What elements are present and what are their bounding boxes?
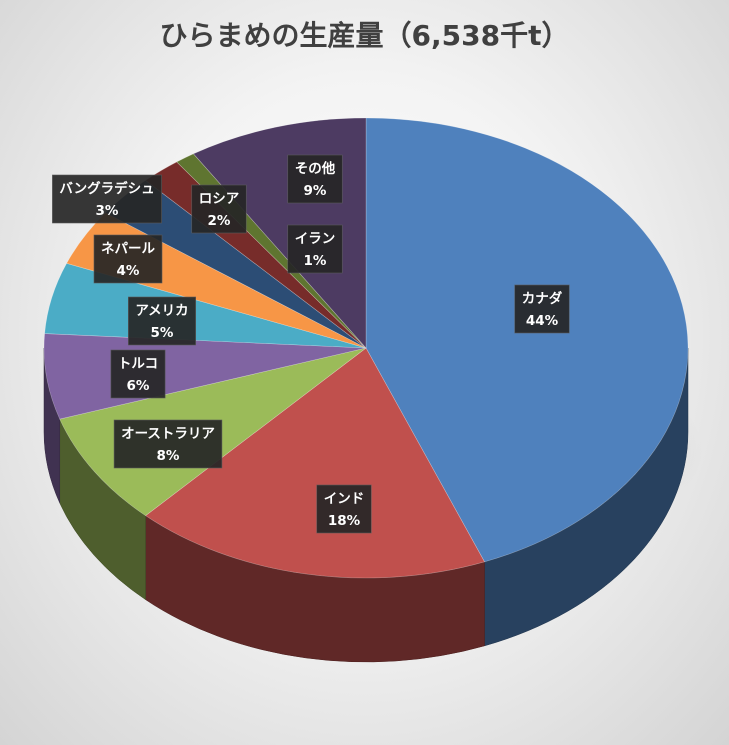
- slice-label: ロシア: [199, 191, 240, 207]
- data-label-7: バングラデシュ 3%: [52, 174, 162, 224]
- slice-value: 5%: [151, 325, 174, 341]
- data-label-4: トルコ 6%: [110, 349, 166, 399]
- slice-label: インド: [324, 491, 365, 507]
- slice-value: 6%: [127, 378, 150, 394]
- data-label-9: イラン 1%: [287, 224, 343, 274]
- slice-5: [44, 262, 367, 349]
- slice-value: 4%: [117, 263, 140, 279]
- slice-value: 9%: [304, 183, 327, 199]
- data-label-8: ロシア 2%: [191, 184, 247, 234]
- slice-value: 18%: [328, 513, 361, 529]
- data-label-box: [316, 484, 372, 534]
- data-label-6: ネパール 4%: [93, 234, 163, 284]
- data-label-5: アメリカ 5%: [128, 296, 196, 346]
- slice-1: [365, 117, 689, 563]
- slice-label: トルコ: [118, 356, 158, 372]
- data-label-10: その他 9%: [287, 154, 343, 204]
- slice-label: カナダ: [522, 290, 563, 307]
- slice-2: [145, 347, 485, 579]
- slice-label: アメリカ: [135, 303, 188, 319]
- slice-value: 3%: [96, 203, 119, 219]
- data-label-3: オーストラリア 8%: [113, 419, 223, 469]
- data-label-box: [287, 224, 343, 274]
- slice-label: ネパール: [101, 241, 155, 257]
- slice-value: 1%: [304, 253, 327, 269]
- slice-value: 44%: [526, 313, 559, 329]
- data-label-box: [110, 349, 166, 399]
- data-label-1: カナダ 44%: [514, 284, 570, 334]
- slice-value: 8%: [157, 448, 180, 464]
- data-label-box: [113, 419, 223, 469]
- data-label-box: [52, 174, 162, 224]
- data-label-box: [287, 154, 343, 204]
- chart-title: ひらまめの生産量（6,538千t）: [159, 19, 570, 52]
- slice-label: バングラデシュ: [59, 180, 154, 197]
- data-label-2: インド 18%: [316, 484, 372, 534]
- slice-label: イラン: [295, 231, 336, 247]
- data-label-box: [514, 284, 570, 334]
- data-label-box: [191, 184, 247, 234]
- slice-label: オーストラリア: [121, 426, 215, 442]
- slice-label: その他: [295, 160, 336, 177]
- data-label-box: [93, 234, 163, 284]
- data-label-box: [128, 296, 196, 346]
- slice-value: 2%: [208, 213, 231, 229]
